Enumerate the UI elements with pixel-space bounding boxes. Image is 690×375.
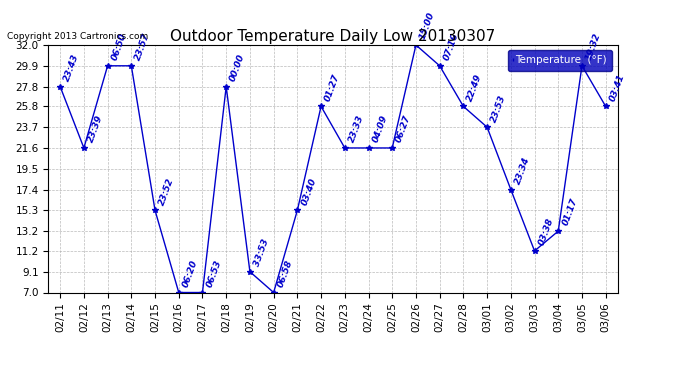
Text: 03:40: 03:40 [299, 176, 318, 206]
Text: 06:27: 06:27 [395, 114, 413, 144]
Text: 06:50: 06:50 [110, 32, 128, 62]
Text: 23:43: 23:43 [63, 53, 81, 82]
Text: 04:09: 04:09 [371, 114, 389, 144]
Text: 03:38: 03:38 [537, 217, 555, 247]
Text: 03:41: 03:41 [608, 72, 627, 102]
Text: 01:27: 01:27 [324, 72, 342, 102]
Text: Copyright 2013 Cartronics.com: Copyright 2013 Cartronics.com [7, 32, 148, 41]
Text: 01:17: 01:17 [561, 197, 579, 227]
Text: 23:52: 23:52 [157, 176, 176, 206]
Text: 00:00: 00:00 [228, 53, 247, 82]
Text: 33:53: 33:53 [253, 238, 270, 268]
Text: 23:57: 23:57 [134, 32, 152, 62]
Text: 06:58: 06:58 [276, 259, 294, 288]
Text: 23:33: 23:33 [347, 114, 366, 144]
Text: 19:32: 19:32 [584, 32, 602, 62]
Title: Outdoor Temperature Daily Low 20130307: Outdoor Temperature Daily Low 20130307 [170, 29, 495, 44]
Text: 15:00: 15:00 [418, 11, 437, 41]
Text: 23:53: 23:53 [489, 93, 508, 123]
Text: 07:16: 07:16 [442, 32, 460, 62]
Text: 23:34: 23:34 [513, 156, 531, 186]
Text: 06:53: 06:53 [205, 259, 223, 288]
Legend: Temperature  (°F): Temperature (°F) [509, 50, 612, 70]
Text: 22:49: 22:49 [466, 72, 484, 102]
Text: 23:39: 23:39 [86, 114, 104, 144]
Text: 06:20: 06:20 [181, 259, 199, 288]
